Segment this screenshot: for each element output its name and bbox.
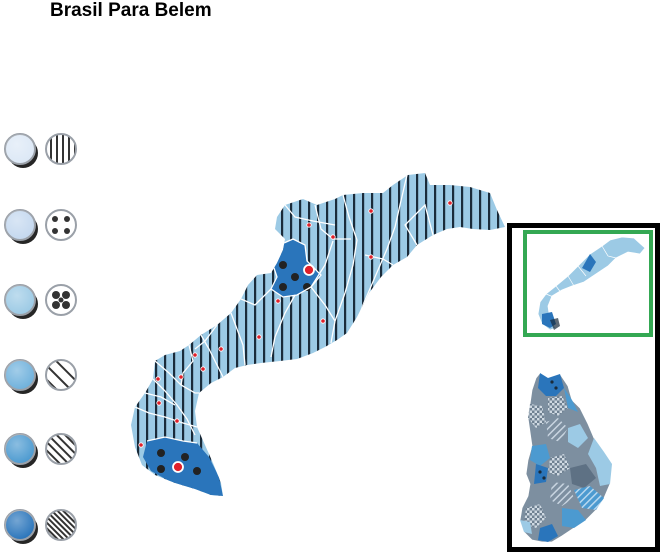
map-title: Brasil Para Belem xyxy=(50,0,212,21)
city-marker[interactable] xyxy=(320,318,326,324)
region-borders xyxy=(134,174,434,444)
city-marker[interactable] xyxy=(156,400,162,406)
city-marker[interactable] xyxy=(178,374,184,380)
legend-row-4 xyxy=(4,359,77,394)
legend-row-6 xyxy=(4,509,77,544)
diagonal-medium-icon xyxy=(45,433,77,465)
inset-highlight-frame xyxy=(523,230,653,337)
city-marker[interactable] xyxy=(306,222,312,228)
city-marker[interactable] xyxy=(368,208,374,214)
legend-row-1 xyxy=(4,133,77,168)
city-marker[interactable] xyxy=(368,254,374,260)
city-marker[interactable] xyxy=(174,418,180,424)
inset-country-shape xyxy=(519,372,613,543)
dense-dots-icon xyxy=(45,284,77,316)
vertical-stripes-icon xyxy=(45,133,77,165)
diagonal-dense-icon xyxy=(45,509,77,541)
city-marker[interactable] xyxy=(218,346,224,352)
city-marker[interactable] xyxy=(138,442,144,448)
main-map[interactable] xyxy=(125,165,510,510)
legend-row-5 xyxy=(4,433,77,468)
four-dots-icon xyxy=(45,209,77,241)
city-markers xyxy=(138,200,453,473)
legend-row-2 xyxy=(4,209,77,244)
city-marker[interactable] xyxy=(192,352,198,358)
diagonal-sparse-icon xyxy=(45,359,77,391)
city-marker[interactable] xyxy=(447,200,453,206)
highlighted-region-north[interactable] xyxy=(271,239,321,297)
city-marker[interactable] xyxy=(256,334,262,340)
legend-row-3 xyxy=(4,284,77,319)
legend xyxy=(0,128,90,548)
inset-state-shape xyxy=(537,236,646,331)
city-marker[interactable] xyxy=(330,234,336,240)
city-marker[interactable] xyxy=(200,366,206,372)
capital-marker[interactable] xyxy=(172,461,184,473)
inset-overview-map[interactable] xyxy=(507,223,660,552)
city-marker[interactable] xyxy=(155,376,161,382)
city-marker[interactable] xyxy=(275,298,281,304)
capital-marker[interactable] xyxy=(303,264,315,276)
